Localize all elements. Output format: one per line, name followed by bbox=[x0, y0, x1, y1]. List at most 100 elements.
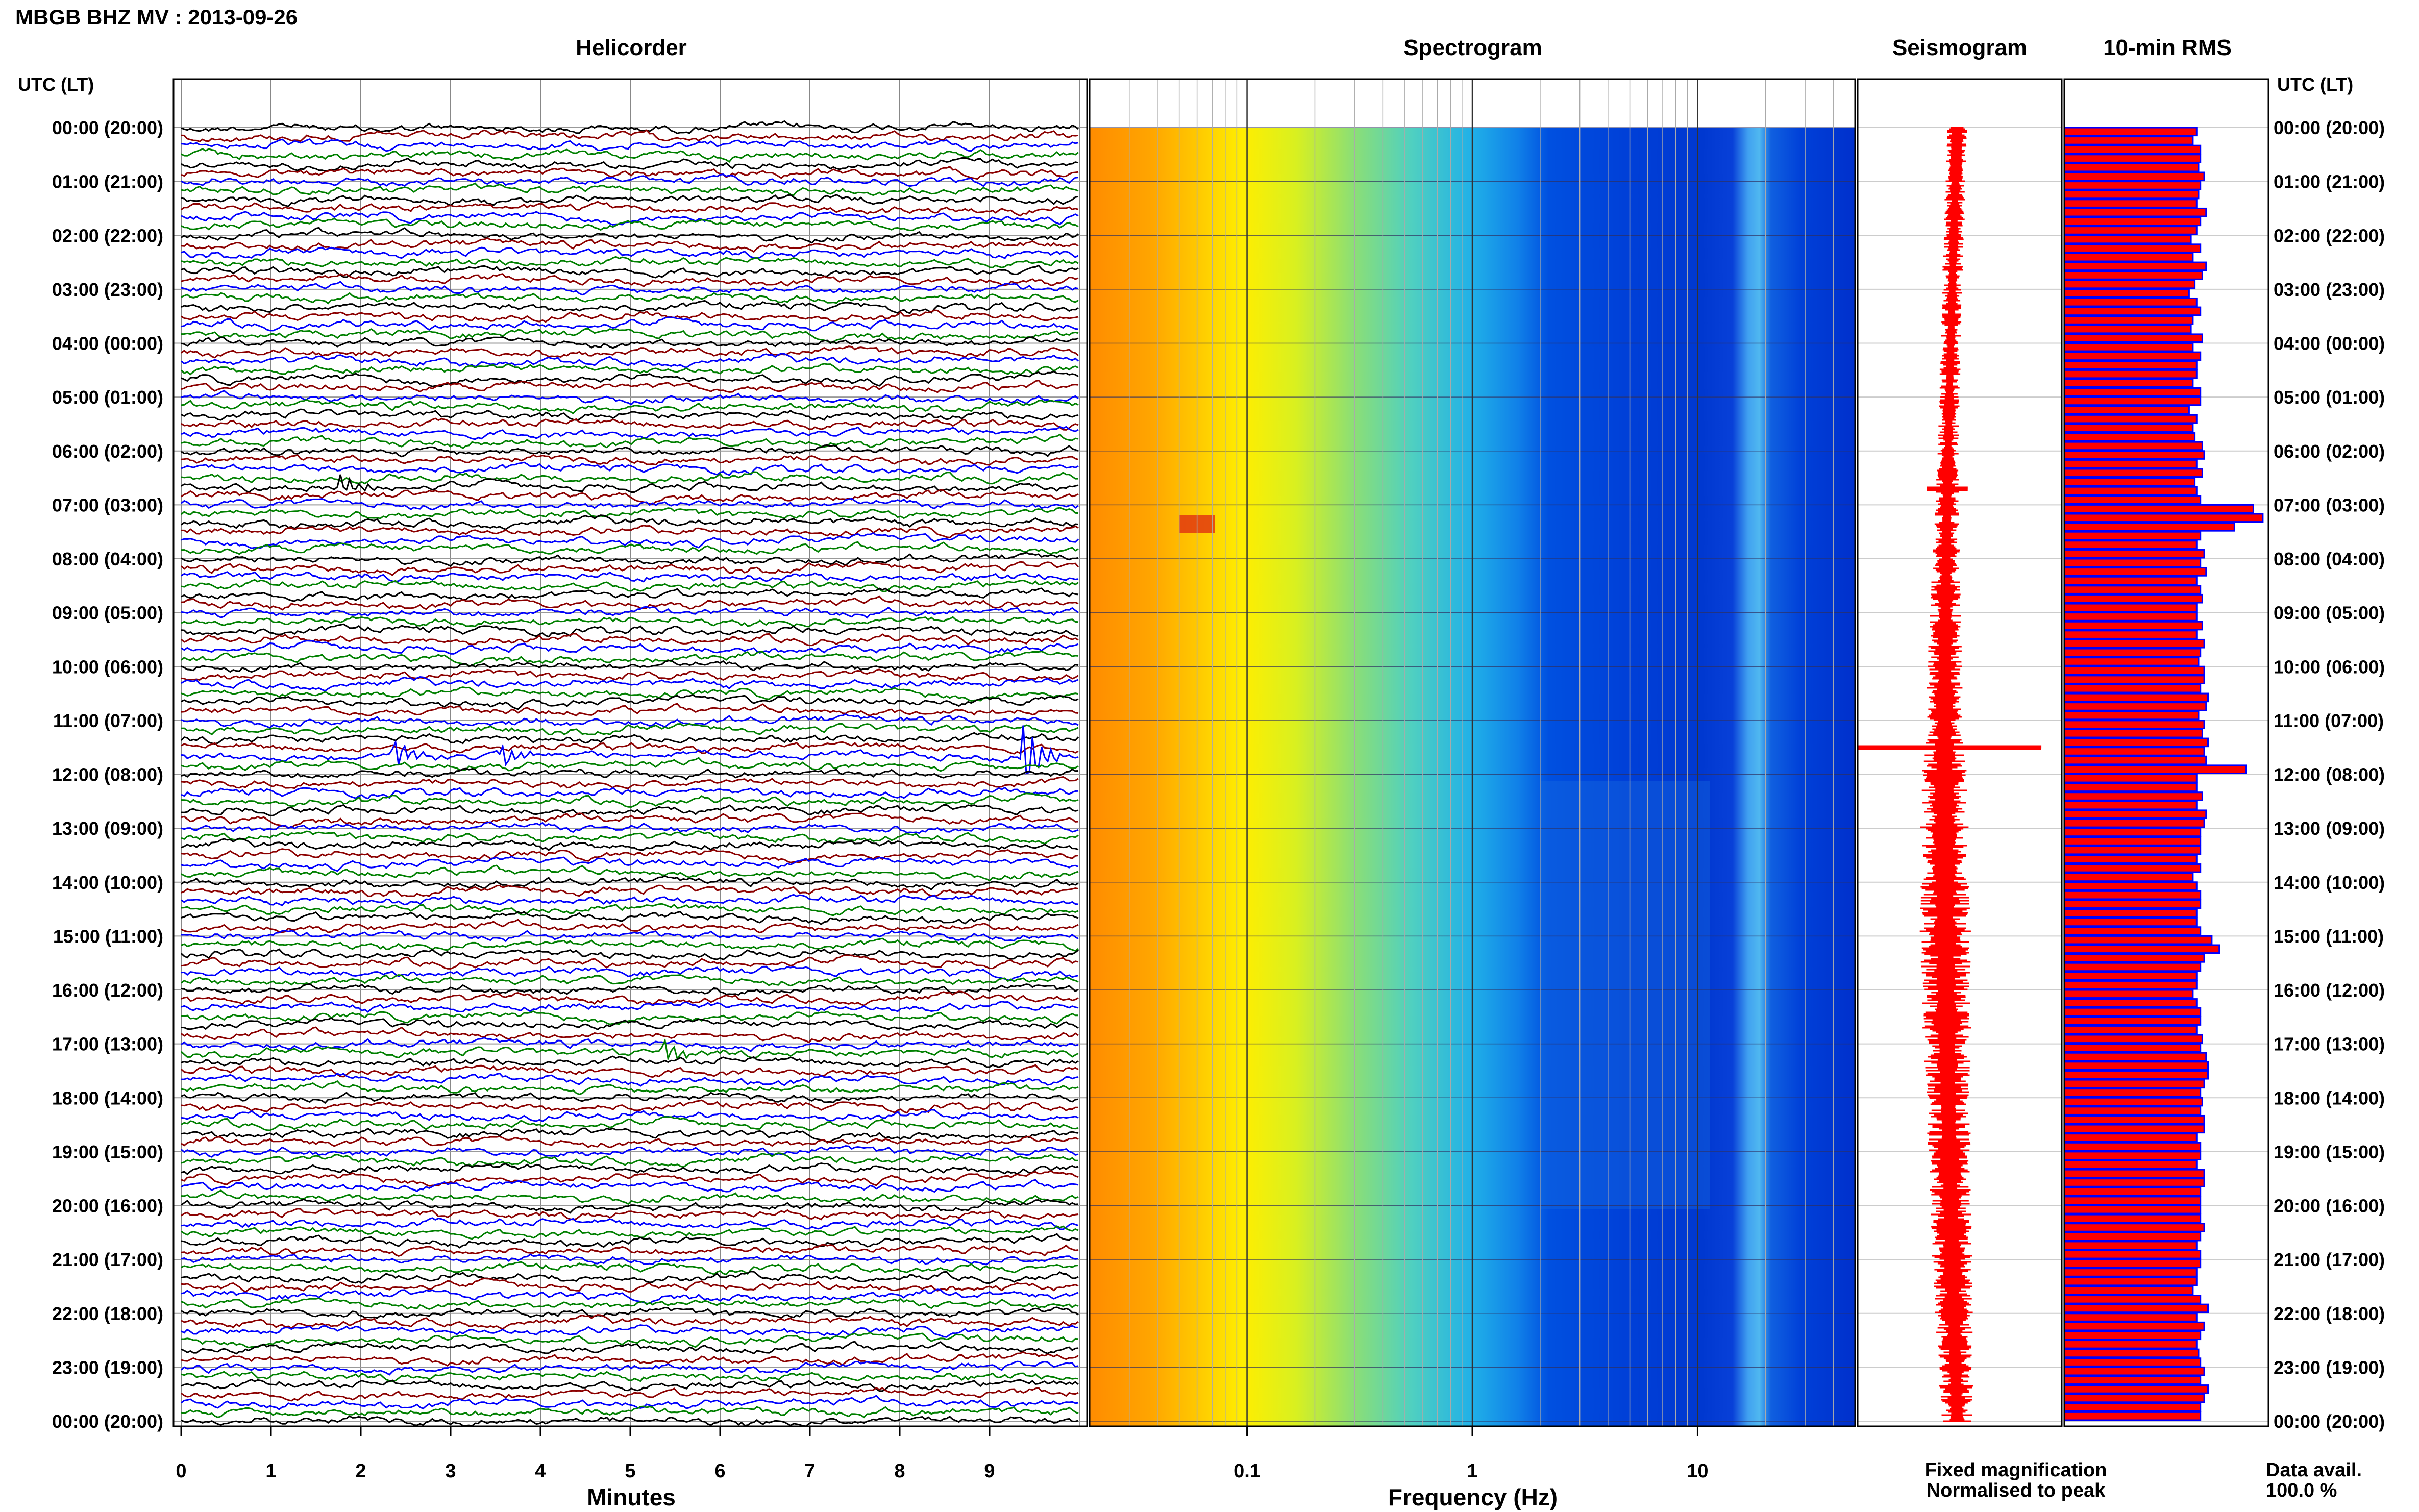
rms-bar bbox=[2063, 854, 2198, 864]
rms-bar bbox=[2063, 468, 2203, 478]
rms-bar bbox=[2063, 1312, 2198, 1322]
rms-bar bbox=[2063, 1205, 2202, 1214]
rms-bar bbox=[2063, 710, 2200, 721]
time-tick-label-left: 11:00 (07:00) bbox=[53, 710, 163, 731]
rms-bar bbox=[2063, 872, 2194, 882]
rms-frame bbox=[2063, 78, 2269, 1427]
helicorder-trace-row bbox=[180, 561, 1079, 576]
time-tick-label-left: 00:00 (20:00) bbox=[52, 1411, 163, 1432]
rms-bar bbox=[2063, 612, 2198, 622]
time-tick-label-right: 19:00 (15:00) bbox=[2274, 1142, 2385, 1162]
helicorder-trace-row bbox=[181, 525, 1079, 538]
rms-bar bbox=[2063, 414, 2198, 424]
helicorder-xtick-label: 0 bbox=[176, 1460, 186, 1482]
rms-bar bbox=[2063, 432, 2196, 442]
rms-bar bbox=[2063, 1151, 2202, 1160]
spectrogram-xtick-label: 0.1 bbox=[1233, 1460, 1261, 1482]
time-tick-label-right: 23:00 (19:00) bbox=[2274, 1357, 2385, 1378]
time-tick-label-left: 04:00 (00:00) bbox=[52, 333, 163, 354]
rms-bar bbox=[2063, 819, 2205, 828]
time-tick-label-left: 21:00 (17:00) bbox=[52, 1249, 163, 1270]
rms-bar bbox=[2063, 1016, 2202, 1026]
seismogram-grid bbox=[1858, 127, 2062, 1422]
rms-bar bbox=[2063, 962, 2202, 972]
rms-bar bbox=[2063, 504, 2254, 514]
rms-bar bbox=[2063, 1276, 2198, 1286]
time-tick-label-right: 00:00 (20:00) bbox=[2274, 117, 2385, 138]
helicorder-trace-row bbox=[181, 1135, 1079, 1149]
rms-bar bbox=[2063, 396, 2202, 406]
time-tick-label-left: 23:00 (19:00) bbox=[52, 1357, 163, 1378]
rms-bar bbox=[2063, 576, 2198, 586]
helicorder-trace-row bbox=[181, 659, 1079, 673]
helicorder-trace-row bbox=[181, 1341, 1079, 1355]
rms-bar bbox=[2063, 863, 2202, 873]
helicorder-xtick-label: 5 bbox=[625, 1460, 635, 1482]
helicorder-x-axis: 0 1 2 3 4 5 6 7 8 9 bbox=[176, 1426, 995, 1482]
time-tick-label-right: 10:00 (06:00) bbox=[2274, 656, 2385, 677]
helicorder-trace-row bbox=[181, 741, 1079, 755]
time-tick-label-right: 12:00 (08:00) bbox=[2274, 764, 2385, 785]
helicorder-trace-row bbox=[181, 1405, 1079, 1419]
helicorder-trace-row bbox=[180, 363, 1079, 376]
time-tick-label-right: 00:00 (20:00) bbox=[2274, 1411, 2385, 1432]
helicorder-trace-row bbox=[181, 281, 1079, 296]
time-tick-label-right: 04:00 (00:00) bbox=[2274, 333, 2385, 354]
rms-bar bbox=[2063, 540, 2198, 550]
time-tick-label-left: 10:00 (06:00) bbox=[52, 656, 163, 677]
helicorder-trace-row bbox=[181, 929, 1079, 943]
figure-title: MBGB BHZ MV : 2013-09-26 bbox=[15, 5, 298, 29]
rms-bar bbox=[2063, 747, 2205, 756]
helicorder-trace-row bbox=[181, 725, 1079, 775]
helicorder-trace-row bbox=[181, 1109, 1079, 1123]
time-tick-label-left: 08:00 (04:00) bbox=[52, 549, 163, 569]
helicorder-trace-row bbox=[181, 776, 1079, 789]
helicorder-trace-row bbox=[181, 1001, 1079, 1013]
rms-bar bbox=[2063, 692, 2209, 703]
helicorder-trace-row bbox=[181, 903, 1079, 916]
rms-bar bbox=[2063, 1070, 2209, 1080]
helicorder-trace-row bbox=[181, 1092, 1079, 1104]
rms-bar bbox=[2063, 675, 2205, 684]
helicorder-trace-row bbox=[181, 757, 1079, 772]
time-tick-label-left: 03:00 (23:00) bbox=[52, 279, 163, 300]
time-tick-label-right: 20:00 (16:00) bbox=[2274, 1196, 2385, 1217]
rms-bar bbox=[2063, 657, 2200, 666]
helicorder-trace-row bbox=[181, 1395, 1079, 1410]
helicorder-trace-row bbox=[181, 217, 1079, 232]
rms-bar bbox=[2063, 908, 2198, 918]
helicorder-xtick-label: 4 bbox=[535, 1460, 546, 1482]
rms-bar bbox=[2063, 989, 2194, 999]
helicorder-trace-row bbox=[181, 417, 1079, 431]
helicorder-trace-row bbox=[181, 1225, 1079, 1240]
helicorder-trace-row bbox=[181, 1127, 1079, 1143]
helicorder-trace-row bbox=[181, 1324, 1079, 1338]
helicorder-trace-row bbox=[181, 965, 1079, 981]
spectrogram-xtick-label: 1 bbox=[1467, 1460, 1477, 1482]
rms-bar bbox=[2063, 252, 2194, 262]
rms-bar bbox=[2063, 531, 2202, 541]
time-tick-label-right: 21:00 (17:00) bbox=[2274, 1249, 2385, 1270]
helicorder-trace-row bbox=[181, 532, 1079, 549]
helicorder-trace-row bbox=[181, 300, 1079, 314]
helicorder-trace-row bbox=[181, 651, 1079, 667]
time-tick-label-right: 09:00 (05:00) bbox=[2274, 603, 2385, 624]
helicorder-trace-row bbox=[181, 1017, 1079, 1031]
left-time-axis: 00:00 (20:00) 01:00 (21:00) 02:00 (22:00) 0… bbox=[52, 117, 163, 1432]
helicorder-trace-row bbox=[181, 1189, 1079, 1205]
time-tick-label-left: 13:00 (09:00) bbox=[52, 818, 163, 839]
time-tick-label-right: 07:00 (03:00) bbox=[2274, 494, 2385, 515]
time-tick-label-left: 22:00 (18:00) bbox=[52, 1303, 163, 1324]
rms-bar bbox=[2063, 1303, 2209, 1313]
rms-bar bbox=[2063, 549, 2205, 559]
helicorder-trace-row bbox=[181, 587, 1079, 602]
time-tick-label-right: 05:00 (01:00) bbox=[2274, 387, 2385, 408]
helicorder-trace-row bbox=[181, 703, 1079, 717]
helicorder-trace-row bbox=[181, 1145, 1079, 1158]
time-tick-label-right: 18:00 (14:00) bbox=[2274, 1087, 2385, 1108]
rms-bar bbox=[2063, 306, 2202, 316]
helicorder-trace-row bbox=[181, 1217, 1079, 1230]
rms-bar bbox=[2063, 1366, 2205, 1376]
rms-bar bbox=[2063, 648, 2202, 658]
time-tick-label-left: 09:00 (05:00) bbox=[52, 603, 163, 624]
